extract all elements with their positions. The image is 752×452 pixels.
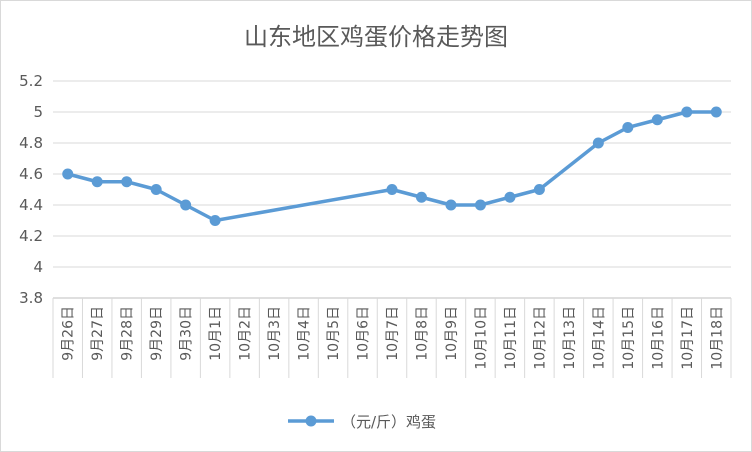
data-point — [150, 184, 162, 195]
x-tick-label: 9月28日 — [120, 306, 136, 361]
x-tick-label: 9月30日 — [179, 306, 195, 361]
data-point — [209, 215, 221, 226]
data-point — [121, 176, 133, 188]
data-point — [445, 199, 457, 211]
x-tick-label: 10月11日 — [503, 306, 519, 370]
y-tick-label: 4.4 — [19, 196, 43, 214]
x-tick-label: 10月12日 — [532, 306, 548, 370]
series-layer — [62, 106, 722, 226]
x-tick-label: 10月6日 — [356, 306, 372, 361]
x-tick-label: 10月3日 — [267, 306, 283, 361]
series-line — [65, 110, 719, 223]
legend: （元/斤）鸡蛋 — [288, 413, 436, 431]
data-point — [533, 184, 545, 195]
data-point — [592, 137, 604, 149]
y-tick-label: 4.6 — [19, 165, 43, 183]
data-point — [622, 122, 634, 133]
y-tick-label: 5.2 — [19, 72, 43, 90]
y-axis-ticks: 3.8 4 4.2 4.4 4.6 4.8 5 5.2 — [19, 72, 43, 307]
x-tick-label: 10月5日 — [326, 306, 342, 361]
x-tick-label: 9月27日 — [90, 306, 106, 361]
x-tick-label: 10月10日 — [473, 306, 489, 370]
x-tick-label: 9月26日 — [61, 306, 77, 361]
data-point — [62, 168, 74, 180]
legend-marker — [305, 415, 317, 427]
y-tick-label: 4 — [33, 258, 43, 276]
y-tick-label: 4.2 — [19, 227, 43, 245]
x-tick-label: 10月18日 — [709, 306, 725, 370]
x-tick-label: 10月17日 — [680, 306, 696, 370]
x-tick-label: 9月29日 — [149, 306, 165, 361]
data-point — [474, 199, 486, 211]
x-tick-label: 10月7日 — [385, 306, 401, 361]
x-tick-label: 10月4日 — [297, 306, 313, 361]
data-point — [504, 191, 516, 203]
data-point — [415, 191, 427, 203]
x-tick-label: 10月1日 — [208, 306, 224, 361]
data-point — [710, 106, 722, 118]
data-point — [91, 176, 103, 188]
data-point — [651, 114, 663, 126]
data-point — [681, 106, 693, 118]
data-point — [386, 184, 398, 195]
x-tick-label: 10月16日 — [650, 306, 666, 370]
gridlines — [53, 80, 731, 299]
x-tick-label: 10月15日 — [621, 306, 637, 370]
y-tick-label: 3.8 — [19, 289, 43, 307]
x-tick-label: 10月9日 — [444, 306, 460, 361]
x-axis-ticks: 9月26日 9月27日 9月28日 9月29日 9月30日 10月1日 10月2日 10月3日… — [52, 298, 732, 378]
data-point — [180, 199, 192, 211]
chart-title: 山东地区鸡蛋价格走势图 — [244, 23, 508, 51]
x-tick-label: 10月13日 — [562, 306, 578, 370]
x-tick-label: 10月14日 — [591, 306, 607, 370]
legend-label: （元/斤）鸡蛋 — [341, 413, 436, 431]
y-tick-label: 5 — [33, 103, 43, 121]
x-tick-label: 10月8日 — [414, 306, 430, 361]
y-tick-label: 4.8 — [19, 134, 43, 152]
x-tick-label: 10月2日 — [238, 306, 254, 361]
